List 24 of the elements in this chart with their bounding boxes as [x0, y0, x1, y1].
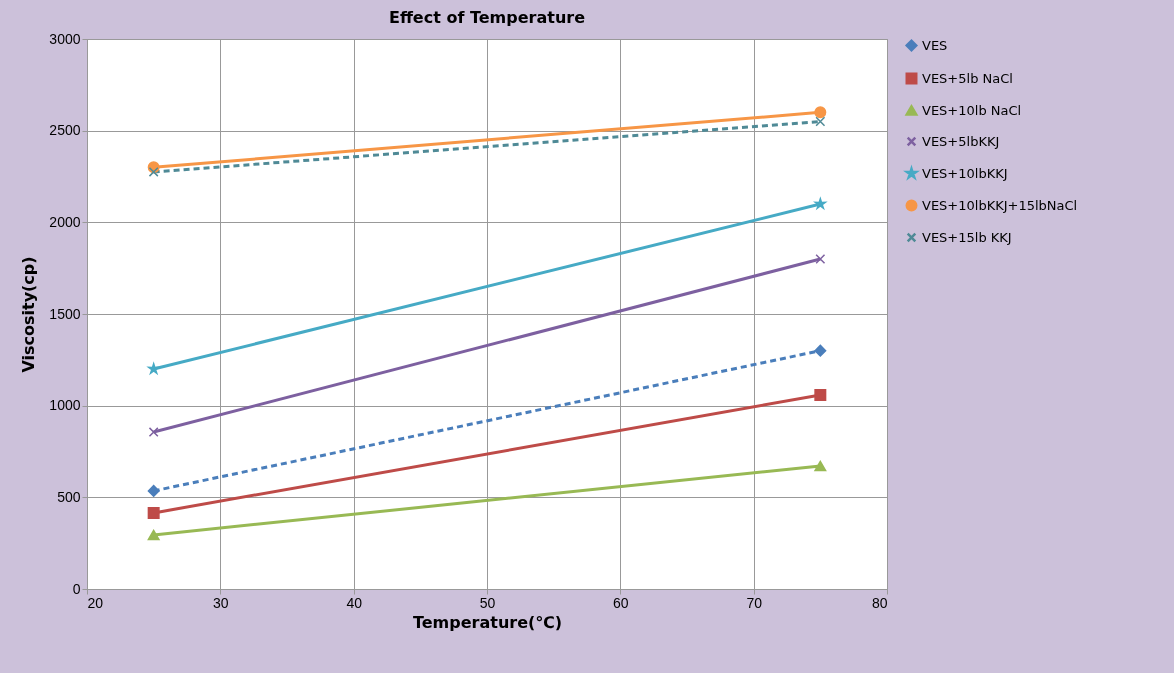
x-tick-label: 20: [87, 594, 104, 611]
y-tick-label: 1000: [49, 397, 81, 414]
legend-label: VES: [922, 37, 948, 53]
legend-label: VES+10lbKKJ+15lbNaCl: [922, 197, 1078, 213]
legend-label: VES+10lb NaCl: [922, 102, 1022, 118]
y-tick-label: 1500: [49, 305, 81, 322]
x-tick-label: 80: [871, 594, 888, 611]
y-tick-label: 500: [57, 488, 81, 505]
legend-label: VES+5lbKKJ: [922, 133, 1000, 149]
x-axis-title: Temperature(℃): [412, 612, 563, 632]
chart-title: Effect of Temperature: [388, 8, 586, 27]
x-tick-label: 40: [346, 594, 363, 611]
x-tick-label: 70: [746, 594, 763, 611]
y-tick-label: 2000: [49, 213, 81, 230]
x-tick-label: 50: [479, 594, 496, 611]
y-tick-label: 2500: [49, 122, 81, 139]
legend-label: VES+5lb NaCl: [922, 70, 1013, 86]
y-axis-title: Viscosity(cp): [19, 256, 39, 373]
x-tick-label: 30: [213, 594, 229, 611]
y-tick-label: 3000: [49, 30, 81, 47]
x-tick-label: 60: [613, 594, 629, 611]
legend-label: VES+15lb KKJ: [922, 229, 1012, 245]
legend-label: VES+10lbKKJ: [922, 165, 1008, 181]
y-tick-label: 0: [72, 580, 81, 597]
